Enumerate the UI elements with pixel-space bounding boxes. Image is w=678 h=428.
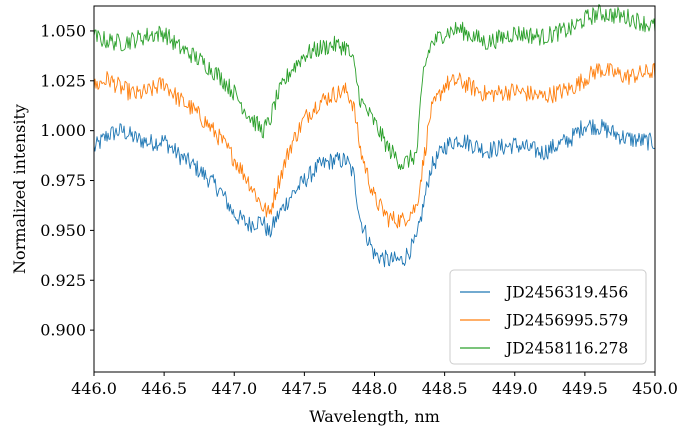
- x-tick-label: 446.0: [71, 379, 117, 398]
- series-lines: [93, 4, 656, 268]
- x-tick-label: 446.5: [141, 379, 187, 398]
- x-tick-label: 450.0: [632, 379, 678, 398]
- y-tick-label: 0.950: [40, 221, 86, 240]
- x-tick-label: 449.0: [492, 379, 538, 398]
- x-tick-label: 448.0: [352, 379, 398, 398]
- series-line-3: [93, 4, 656, 171]
- y-tick-label: 0.975: [40, 171, 86, 190]
- legend-label-series-1: JD2456319.456: [504, 284, 628, 302]
- x-tick-label: 449.5: [562, 379, 608, 398]
- series-line-1: [93, 118, 656, 268]
- x-tick-label: 448.5: [422, 379, 468, 398]
- y-axis-ticks: 0.900 0.925 0.950 0.975 1.000 1.025 1.050: [40, 21, 94, 340]
- y-tick-label: 0.900: [40, 321, 86, 340]
- legend: JD2456319.456 JD2456995.579 JD2458116.27…: [449, 269, 647, 365]
- y-axis-label: Normalized intensity: [10, 104, 29, 274]
- x-axis-ticks: 446.0 446.5 447.0 447.5 448.0 448.5 449.0 449.5…: [71, 372, 678, 398]
- x-axis-label: Wavelength, nm: [309, 407, 440, 426]
- legend-label-series-3: JD2458116.278: [504, 340, 628, 358]
- y-tick-label: 0.925: [40, 271, 86, 290]
- x-tick-label: 447.5: [281, 379, 327, 398]
- series-line-2: [93, 62, 656, 229]
- y-tick-label: 1.025: [40, 71, 86, 90]
- legend-label-series-2: JD2456995.579: [504, 312, 628, 330]
- legend-box: [449, 269, 647, 365]
- plot-frame: [93, 5, 656, 373]
- y-tick-label: 1.050: [40, 21, 86, 40]
- y-tick-label: 1.000: [40, 121, 86, 140]
- x-tick-label: 447.0: [211, 379, 257, 398]
